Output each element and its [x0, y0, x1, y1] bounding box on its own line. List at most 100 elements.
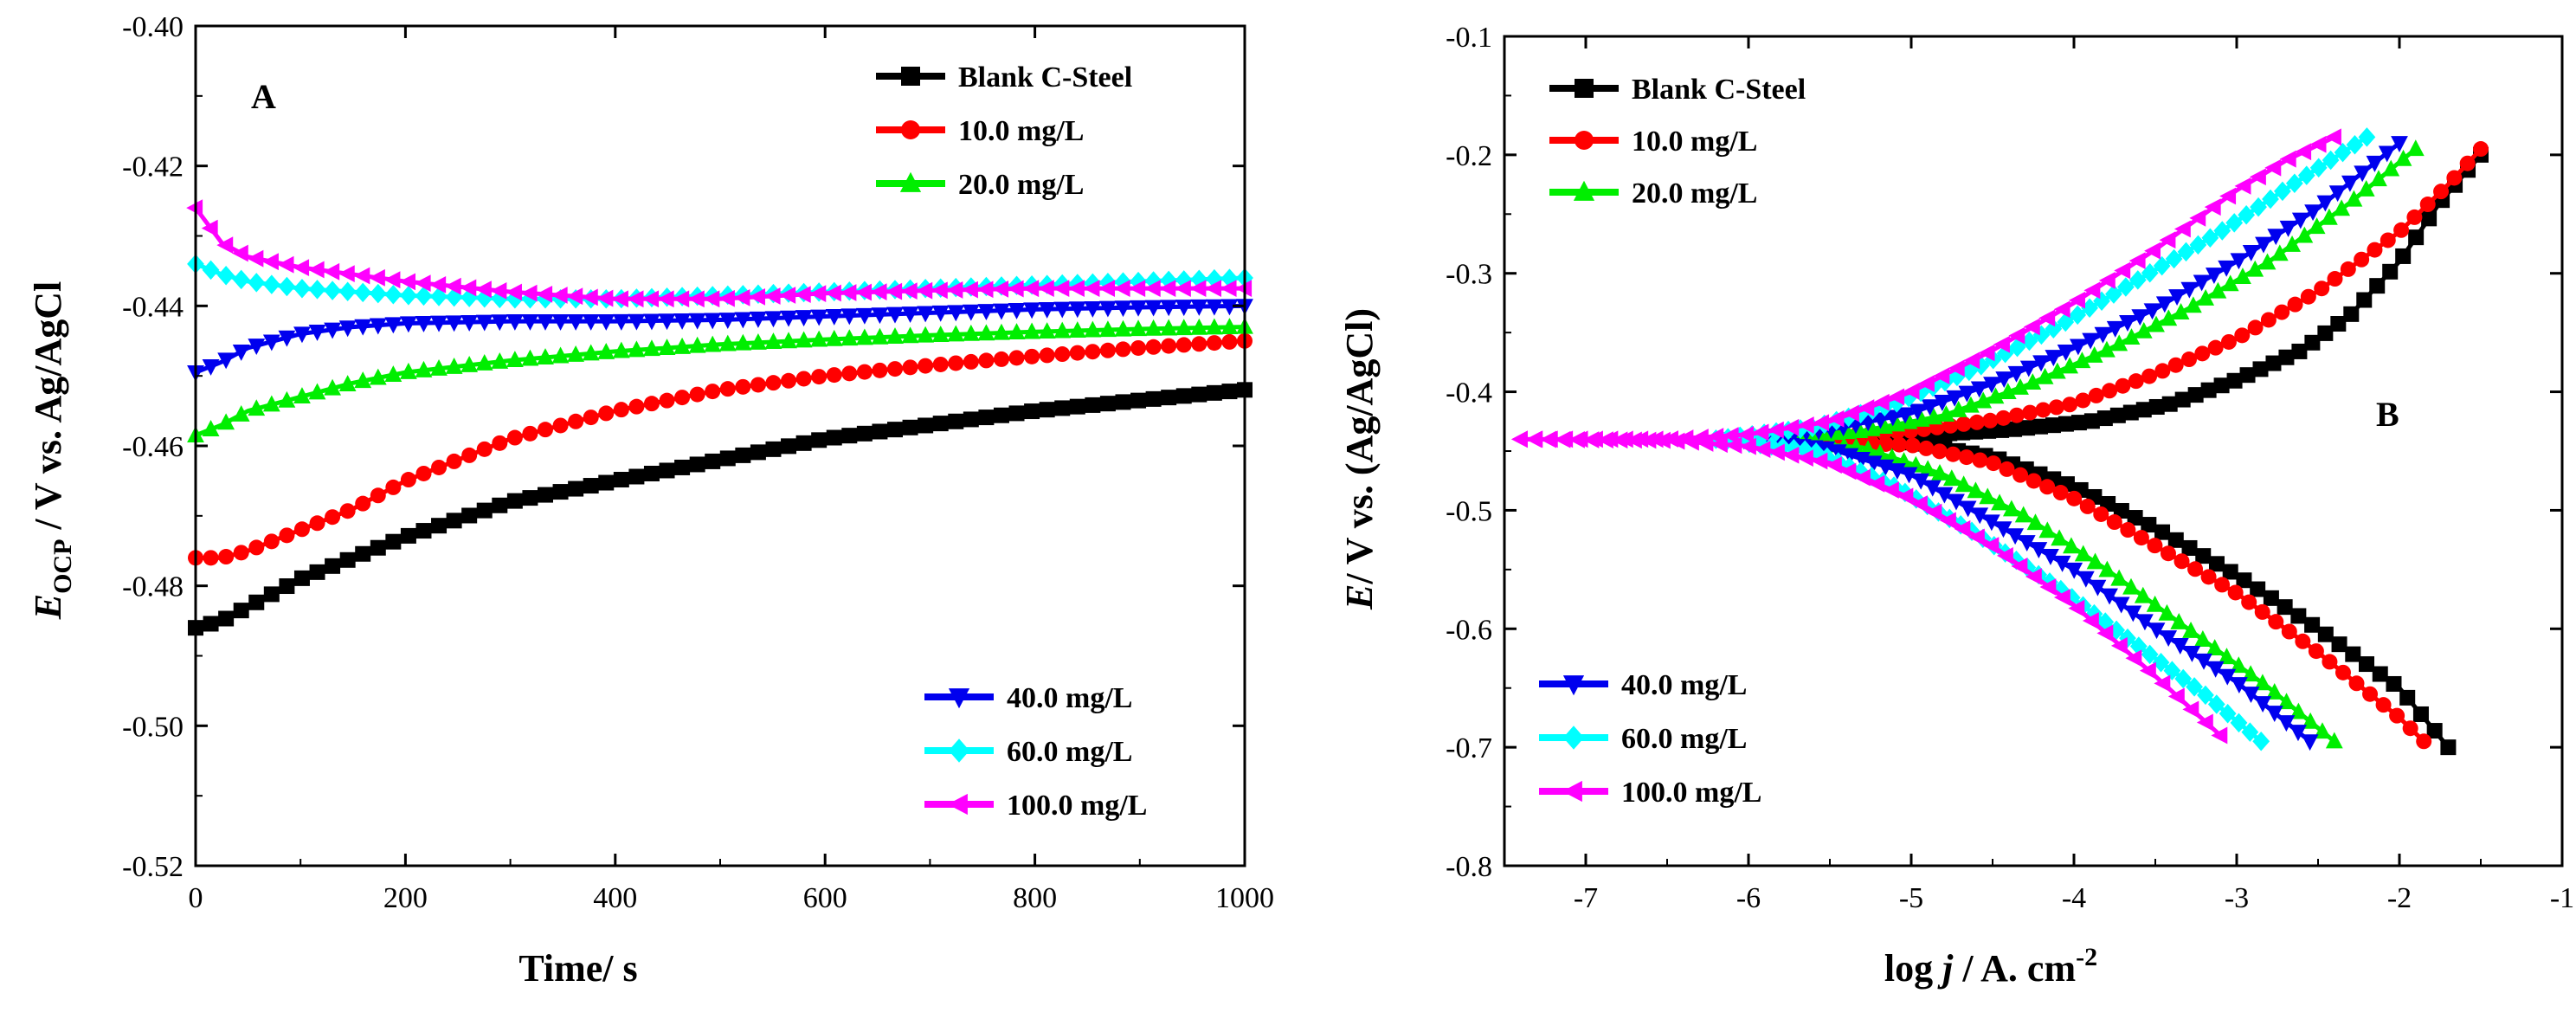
panel-b-series-1-cathodic-point [2386, 675, 2402, 692]
panel-b-label: B [2376, 395, 2399, 434]
panel-b-series-5-anodic-point [2213, 221, 2231, 241]
panel-b-series-4-cathodic-point [1982, 514, 2000, 532]
panel-b-series-2-cathodic-point [2402, 720, 2418, 737]
panel-b-series-1-anodic-point [2083, 413, 2100, 429]
panel-b-series-4-cathodic-point [2030, 542, 2048, 558]
panel-a-y-tick-label: -0.46 [122, 431, 184, 463]
panel-b-series-5-anodic-line [1716, 135, 2368, 442]
panel-a-series-4-point [993, 303, 1010, 320]
panel-b-series-6-cathodic-point [1596, 431, 1613, 449]
panel-a-series-6-point [474, 281, 492, 299]
panel-b-series-2-cathodic-point [1972, 452, 1988, 468]
panel-b-series-3-anodic-point [2160, 309, 2178, 326]
panel-a-series-1-point [1085, 397, 1101, 413]
panel-a-series-2-point [1175, 337, 1192, 353]
panel-b-series-1-anodic-point [1993, 422, 2010, 438]
panel-b-series-2-cathodic-point [2227, 584, 2244, 601]
panel-a-series-3-point [369, 368, 387, 385]
panel-a-series-4-point [293, 326, 311, 344]
panel-b-series-6-anodic-point [2174, 220, 2191, 238]
panel-a-series-2-point [400, 472, 416, 488]
panel-a-series-2-point [887, 361, 903, 377]
panel-a-series-2 [188, 332, 1253, 566]
panel-a-series-6-point [277, 255, 294, 274]
panel-a-series-4-point [658, 313, 676, 331]
panel-b-series-5-cathodic-point [2207, 694, 2225, 714]
panel-a-series-1-point [431, 518, 448, 534]
panel-b-series-6-anodic-point [1813, 414, 1830, 432]
panel-a-y-tick-label: -0.52 [122, 851, 184, 883]
panel-b-series-2-anodic-point [2393, 222, 2410, 238]
panel-b-series-1-anodic-point [2070, 415, 2087, 431]
panel-b-series-6-anodic-point [2023, 318, 2040, 336]
panel-a-series-6-point [520, 284, 538, 302]
panel-b-series-4-cathodic-point [1912, 473, 1930, 490]
panel-b-series-3-cathodic-point [2051, 529, 2069, 546]
panel-b-series-1-anodic-point [2408, 229, 2425, 246]
panel-b-series-2-cathodic-point [1958, 449, 1974, 466]
panel-a-series-1-point [1115, 394, 1131, 410]
panel-a-y-tick-label: -0.44 [122, 291, 184, 323]
panel-b-series-3-cathodic-point [2302, 712, 2320, 729]
panel-b-series-6-cathodic-point [2211, 726, 2228, 745]
panel-a-series-5-point [262, 274, 280, 294]
panel-a-legend-label: Blank C-Steel [958, 61, 1132, 94]
panel-a-series-6-point [749, 288, 766, 306]
panel-a-series-4-point [445, 315, 463, 332]
panel-b-series-2-anodic-point [2459, 155, 2476, 171]
panel-a-series-6-point [809, 285, 827, 303]
panel-b-series-6-anodic-point [1737, 426, 1755, 443]
panel-b-legend-label: 20.0 mg/L [1632, 177, 1757, 210]
panel-b-series-6-cathodic-point [1754, 441, 1771, 458]
panel-a-series-4-point [1175, 300, 1193, 317]
panel-a-series-3-point [947, 325, 965, 342]
panel-b-series-1-cathodic-point [2290, 608, 2307, 624]
panel-a-series-3 [187, 317, 1253, 442]
panel-b-series-1-anodic-point [2395, 248, 2412, 264]
panel-b-series-2-cathodic-point [2106, 514, 2122, 531]
panel-b-series-4-anodic-point [1897, 407, 1914, 424]
panel-b-series-3-anodic-point [2012, 377, 2029, 395]
panel-b-series-4-anodic-point [2019, 360, 2038, 377]
panel-a-series-2-point [811, 369, 828, 385]
panel-a-series-3-point [430, 358, 448, 376]
panel-b-series-4-cathodic-point [2101, 588, 2118, 605]
panel-b-series-2-cathodic-point [2308, 643, 2324, 660]
panel-b-legend-label: 60.0 mg/L [1621, 723, 1747, 755]
panel-a-series-6-point [383, 271, 401, 289]
panel-a-series-6-point [870, 283, 887, 300]
panel-b-series-3-anodic-point [2048, 362, 2066, 379]
panel-b-legend-label: Blank C-Steel [1632, 74, 1806, 106]
panel-a-series-2-point [325, 509, 341, 526]
panel-b-series-4-cathodic-point [2183, 645, 2201, 662]
panel-a-series-4-point [460, 314, 479, 332]
panel-b-series-6-cathodic-point [2068, 599, 2085, 617]
panel-a-series-6-point [763, 287, 781, 305]
panel-b-series-6-cathodic-point [2053, 589, 2070, 606]
panel-a-series-1-point [705, 453, 721, 469]
panel-a-series-2-point [415, 465, 432, 481]
panel-b-series-6-anodic-point [1858, 399, 1875, 416]
panel-b-series-6-anodic-point [2249, 168, 2266, 186]
panel-b-series-6-anodic-point [2279, 150, 2296, 168]
panel-a-series-6-point [581, 288, 598, 306]
panel-b-series-4-cathodic-point [2112, 597, 2130, 614]
panel-a-series-1-point [963, 411, 979, 428]
panel-b-series-6-cathodic-point [1768, 443, 1785, 461]
panel-b-series-5-anodic-point [2334, 142, 2352, 163]
panel-a-series-6-point [551, 287, 568, 304]
panel-a-series-2-point [309, 515, 325, 532]
panel-a-series-6-point [687, 290, 705, 308]
panel-b-series-4-cathodic-point [2277, 715, 2296, 732]
panel-b-series-2-cathodic-point [2200, 569, 2217, 585]
panel-a-series-6-point [338, 265, 355, 283]
panel-b-series-6-cathodic-point [2182, 700, 2199, 719]
panel-b-series-5-cathodic-point [2063, 588, 2081, 608]
panel-a-series-4-point [232, 344, 250, 361]
panel-b-series-6-cathodic-point [1682, 433, 1699, 451]
panel-a-series-3-point [567, 345, 585, 362]
panel-b-series-2-anodic-point [2406, 209, 2423, 225]
panel-a-series-6-point [596, 289, 614, 307]
panel-b-series-3-anodic-point [1937, 405, 1955, 422]
panel-b-series-4-anodic-point [1884, 410, 1902, 427]
